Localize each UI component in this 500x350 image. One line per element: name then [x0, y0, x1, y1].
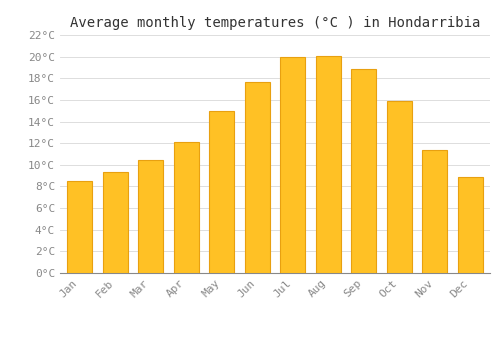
Bar [422, 150, 448, 273]
Title: Average monthly temperatures (°C ) in Hondarribia: Average monthly temperatures (°C ) in Ho… [70, 16, 480, 30]
Bar [210, 111, 234, 273]
Bar [352, 69, 376, 273]
Bar [316, 56, 340, 273]
Bar [245, 82, 270, 273]
Bar [387, 101, 412, 273]
Bar [280, 57, 305, 273]
Bar [458, 177, 483, 273]
Bar [138, 161, 163, 273]
Bar [102, 173, 128, 273]
Bar [174, 142, 199, 273]
Bar [67, 181, 92, 273]
